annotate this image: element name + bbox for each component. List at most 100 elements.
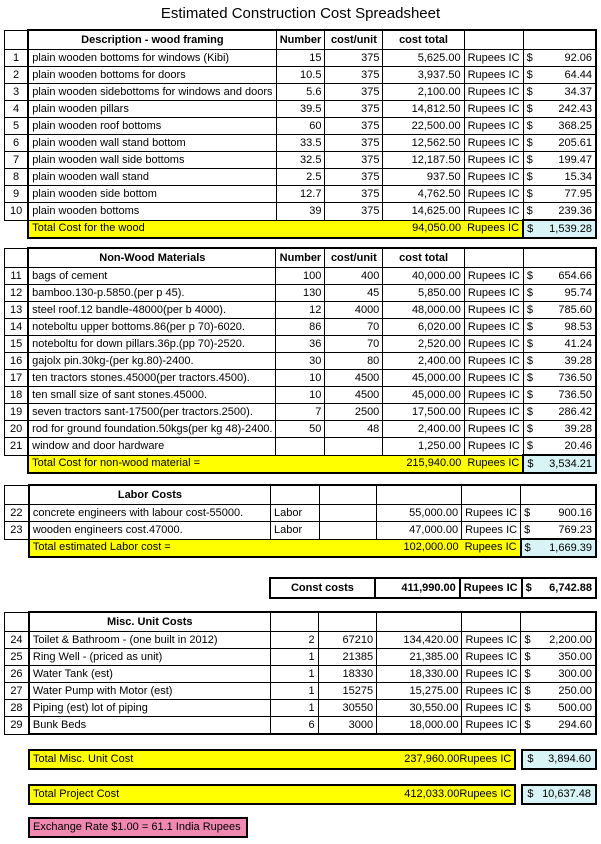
- cell-usd-value: 41.24: [564, 337, 592, 350]
- cell-usd: $769.23: [520, 521, 598, 540]
- cell-number: 2: [269, 631, 319, 649]
- cell-rupees-label: Rupees IC: [461, 665, 522, 683]
- cell-usd-value: 39.28: [564, 422, 592, 435]
- cell-usd: $15.34: [522, 168, 597, 186]
- row-number: 21: [4, 437, 29, 456]
- empty-cell: [275, 454, 325, 474]
- usd-header: [522, 29, 597, 50]
- dollar-sign: $: [524, 718, 531, 731]
- cell-usd: $205.61: [522, 134, 597, 152]
- cell-cost-unit: 4500: [324, 386, 384, 404]
- cell-description: concrete engineers with labour cost-5500…: [27, 504, 272, 522]
- cell-usd: $368.25: [522, 117, 597, 135]
- row-number: 5: [4, 117, 29, 135]
- cell-number: 39.5: [275, 100, 326, 118]
- cell-cost-unit: 2500: [324, 403, 384, 421]
- total-misc-amount: 237,960.00: [404, 753, 460, 765]
- row-number: 17: [4, 369, 29, 387]
- cell-number: 10: [275, 369, 326, 387]
- cell-usd-value: 239.36: [558, 204, 592, 217]
- cell-usd-value: 250.00: [558, 684, 592, 697]
- cost-total-header: [376, 611, 463, 632]
- dollar-sign: $: [526, 269, 533, 282]
- cell-usd: $2,200.00: [520, 631, 598, 649]
- cell-number: Labor: [270, 504, 320, 522]
- table-row: 13 steel roof.12 bandle-48000(per b 4000)…: [4, 301, 597, 319]
- cell-cost-total: 2,400.00: [382, 420, 465, 438]
- cell-number: 36: [275, 335, 326, 353]
- spacer: [4, 770, 597, 784]
- cell-cost-total: 14,625.00: [382, 202, 465, 221]
- cell-rupees-label: Rupees IC: [463, 151, 524, 169]
- cell-rupees-label: Rupees IC: [463, 420, 524, 438]
- cell-usd: $39.28: [522, 352, 597, 370]
- cell-description: Ring Well - (priced as unit): [27, 648, 271, 666]
- dollar-sign: $: [524, 667, 531, 680]
- cell-usd-value: 199.47: [558, 153, 592, 166]
- dollar-sign: $: [526, 153, 533, 166]
- cell-description: noteboltu upper bottoms.86(per p 70)-602…: [27, 318, 277, 336]
- cell-rupees-label: Rupees IC: [463, 335, 524, 353]
- total-project-rupees-label: Rupees IC: [459, 788, 512, 800]
- dollar-sign: $: [524, 523, 531, 536]
- total-usd-cell: $1,669.39: [519, 538, 598, 558]
- total-label: Total Cost for the wood: [27, 219, 277, 239]
- cell-rupees-label: Rupees IC: [463, 117, 524, 135]
- dollar-sign: $: [527, 788, 534, 800]
- cell-rupees-label: Rupees IC: [463, 49, 524, 67]
- dollar-sign: $: [527, 222, 534, 235]
- cell-rupees-label: Rupees IC: [463, 83, 524, 101]
- wood-framing-table: Description - wood framing Number cost/uni…: [4, 29, 597, 239]
- const-costs-label: Const costs: [269, 577, 376, 599]
- cell-description: plain wooden wall stand: [27, 168, 277, 186]
- empty-cell: [276, 219, 325, 239]
- cell-cost-total: 40,000.00: [382, 267, 465, 285]
- dollar-sign: $: [526, 204, 533, 217]
- row-number: 4: [4, 100, 29, 118]
- cell-usd-value: 368.25: [558, 119, 592, 132]
- cell-usd: $20.46: [522, 437, 597, 456]
- table-total-row: Total estimated Labor cost = 102,000.00 Ru…: [4, 538, 598, 558]
- cell-description: ten small size of sant stones.45000.: [27, 386, 277, 404]
- total-project-highlight: Total Project Cost 412,033.00 Rupees IC: [28, 784, 517, 805]
- construction-costs-summary-row: Const costs 411,990.00 Rupees IC $ 6,742…: [269, 577, 598, 599]
- dollar-sign: $: [526, 388, 533, 401]
- cell-description: Toilet & Bathroom - (one built in 2012): [27, 631, 271, 649]
- total-project-amount: 412,033.00: [404, 788, 460, 800]
- table-row: 11 bags of cement 100 400 40,000.00 Rupees IC…: [4, 267, 597, 285]
- total-misc-rupees-label: Rupees IC: [459, 753, 512, 765]
- cell-rupees-label: Rupees IC: [461, 648, 522, 666]
- row-number-header: [4, 247, 29, 268]
- cell-description: plain wooden bottoms: [27, 202, 277, 221]
- table-row: 9 plain wooden side bottom 12.7 375 4,762.50…: [4, 185, 597, 203]
- row-number: 29: [3, 716, 30, 735]
- total-cost-total: 94,050.00: [382, 219, 465, 239]
- cell-usd: $92.06: [522, 49, 597, 67]
- table-row: 6 plain wooden wall stand bottom 33.5 375 12…: [4, 134, 597, 152]
- row-number: 22: [3, 504, 30, 522]
- cell-description: gajolx pin.30kg-(per kg.80)-2400.: [27, 352, 277, 370]
- cell-rupees-label: Rupees IC: [463, 185, 524, 203]
- total-rupees-label: Rupees IC: [464, 219, 524, 239]
- description-header: Description - wood framing: [27, 29, 277, 50]
- cell-cost-unit: 375: [324, 100, 384, 118]
- total-misc-label: Total Misc. Unit Cost: [33, 753, 134, 765]
- total-cost-total: 215,940.00: [382, 454, 465, 474]
- table-row: 17 ten tractors stones.45000(per tractors…: [4, 369, 597, 387]
- description-header: Non-Wood Materials: [27, 247, 277, 268]
- row-number: 20: [4, 420, 29, 438]
- cell-usd: $242.43: [522, 100, 597, 118]
- cell-usd: $785.60: [522, 301, 597, 319]
- cell-number: 5.6: [275, 83, 326, 101]
- cell-rupees-label: Rupees IC: [463, 318, 524, 336]
- row-number: 24: [3, 631, 30, 649]
- dollar-sign: $: [526, 422, 533, 435]
- cell-usd-value: 769.23: [558, 523, 592, 536]
- row-number: 13: [4, 301, 29, 319]
- cell-rupees-label: Rupees IC: [463, 267, 524, 285]
- cost-unit-header: cost/unit: [324, 247, 384, 268]
- cell-cost-unit: 30550: [317, 699, 378, 717]
- cell-cost-total: 47,000.00: [375, 521, 463, 540]
- description-header: Misc. Unit Costs: [27, 611, 271, 632]
